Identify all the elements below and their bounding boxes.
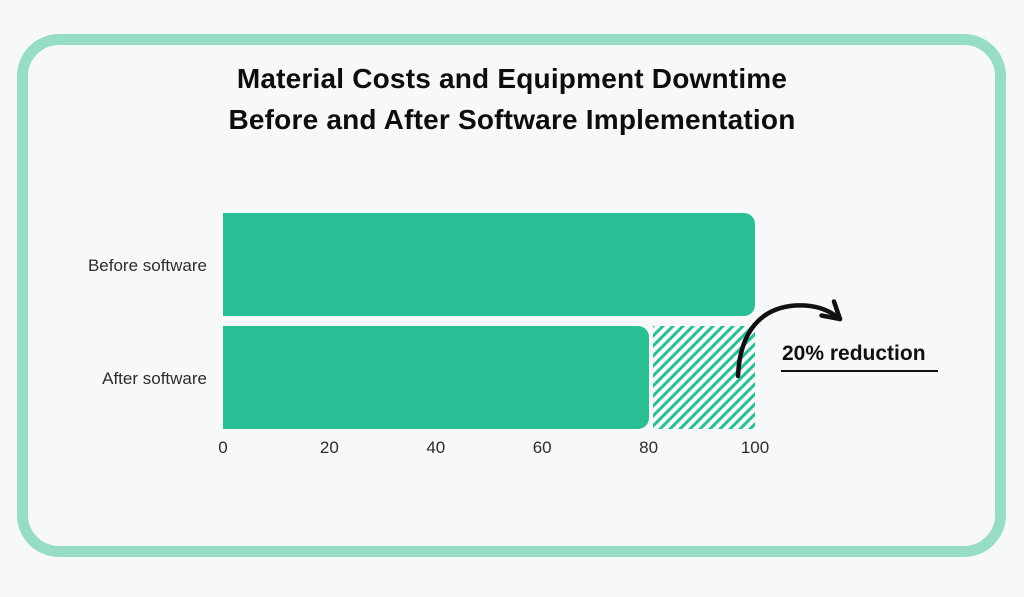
curved-arrow-icon bbox=[735, 299, 843, 379]
chart-title-line-2: Before and After Software Implementation bbox=[228, 104, 796, 135]
x-axis-tick-100: 100 bbox=[740, 438, 770, 457]
bar-label-before-software: Before software bbox=[87, 256, 207, 275]
x-axis-tick-60: 60 bbox=[532, 438, 552, 457]
chart-title: Material Costs and Equipment Downtime Be… bbox=[0, 58, 1024, 140]
reduction-annotation: 20% reduction bbox=[781, 342, 938, 372]
x-axis-tick-20: 20 bbox=[319, 438, 339, 457]
chart-title-line-1: Material Costs and Equipment Downtime bbox=[236, 63, 788, 94]
card-border bbox=[17, 34, 1006, 557]
bar-label-after-software: After software bbox=[102, 369, 207, 388]
bar-before-software bbox=[223, 213, 755, 316]
x-axis-tick-0: 0 bbox=[218, 438, 228, 457]
x-axis-tick-80: 80 bbox=[639, 438, 659, 457]
bar-after-software bbox=[223, 326, 649, 429]
x-axis-tick-40: 40 bbox=[426, 438, 446, 457]
